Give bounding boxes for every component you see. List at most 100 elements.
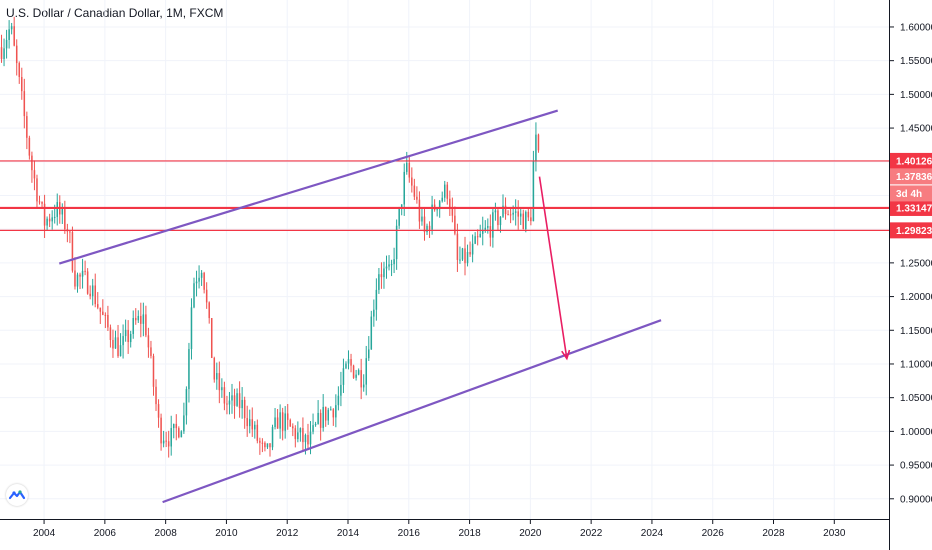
y-tick-label: 1.15000 bbox=[900, 326, 932, 337]
candle-body bbox=[81, 270, 84, 277]
candle-body bbox=[8, 29, 10, 40]
candle-body bbox=[251, 419, 254, 430]
candle-body bbox=[322, 406, 324, 428]
x-tick-label: 2028 bbox=[762, 528, 785, 539]
level-tag-bg bbox=[890, 199, 932, 216]
candle-body bbox=[254, 424, 256, 430]
chart-title: U.S. Dollar / Canadian Dollar, 1M, FXCM bbox=[6, 6, 224, 20]
level-tag-bg bbox=[890, 222, 932, 239]
candle-body bbox=[10, 26, 13, 30]
current-price-tag-bg bbox=[890, 168, 932, 185]
candle-body bbox=[33, 170, 36, 179]
candle-body bbox=[370, 316, 373, 350]
candle-body bbox=[312, 425, 314, 432]
candle-body bbox=[456, 233, 459, 260]
x-tick-label: 2006 bbox=[94, 528, 117, 539]
candle-body bbox=[23, 91, 26, 117]
candle-body bbox=[471, 243, 474, 255]
candle-body bbox=[302, 428, 304, 443]
candle-body bbox=[124, 329, 127, 337]
candle-body bbox=[248, 419, 251, 427]
y-tick-label: 1.10000 bbox=[900, 359, 932, 370]
candle-body bbox=[210, 318, 213, 358]
time-axis[interactable]: 2004 2006 2008 2010 2012 2014 2016 2018 2020 2022… bbox=[0, 519, 889, 539]
candle-body bbox=[474, 236, 476, 244]
candle-body bbox=[170, 428, 172, 447]
candle-body bbox=[84, 270, 86, 272]
candle-body bbox=[421, 216, 423, 222]
candle-body bbox=[228, 400, 231, 405]
candle-body bbox=[411, 177, 413, 186]
candle-body bbox=[406, 162, 408, 172]
x-tick-label: 2010 bbox=[215, 528, 238, 539]
candle-body bbox=[284, 413, 286, 431]
candle-body bbox=[413, 185, 416, 197]
candle-body bbox=[451, 208, 454, 216]
candle-body bbox=[195, 281, 198, 284]
candle-body bbox=[292, 426, 294, 429]
candle-body bbox=[428, 225, 431, 230]
candle-body bbox=[271, 427, 274, 448]
candle-body bbox=[205, 289, 208, 303]
candle-body bbox=[403, 171, 405, 205]
candle-body bbox=[514, 211, 517, 213]
candle-body bbox=[203, 272, 205, 290]
candle-body bbox=[188, 349, 190, 390]
x-tick-label: 2016 bbox=[398, 528, 421, 539]
candle-body bbox=[102, 311, 104, 315]
candle-body bbox=[142, 314, 145, 324]
candle-body bbox=[261, 442, 264, 444]
candle-body bbox=[107, 314, 109, 328]
candle-body bbox=[150, 347, 152, 356]
candle-body bbox=[507, 214, 509, 216]
candle-body bbox=[355, 374, 357, 378]
price-tags: 1.40126 1.33147 1.29823 1.37836 3d 4h bbox=[890, 152, 932, 239]
candle-body bbox=[304, 434, 307, 443]
candle-body bbox=[119, 345, 122, 357]
tradingview-logo-icon[interactable] bbox=[6, 484, 28, 506]
candle-body bbox=[519, 213, 522, 217]
candle-body bbox=[487, 226, 489, 228]
candle-body bbox=[208, 302, 210, 319]
candle-body bbox=[61, 208, 64, 215]
y-tick-label: 1.05000 bbox=[900, 393, 932, 404]
candle-body bbox=[337, 395, 340, 406]
candle-body bbox=[221, 387, 223, 391]
countdown-tag-bg bbox=[890, 185, 932, 202]
candle-body bbox=[393, 259, 395, 265]
level-tag-label: 1.29823 bbox=[896, 226, 932, 237]
candle-body bbox=[26, 116, 28, 138]
candle-body bbox=[380, 274, 383, 278]
candle-body bbox=[299, 428, 302, 433]
candle-body bbox=[147, 335, 150, 348]
candle-body bbox=[494, 210, 497, 213]
candle-body bbox=[178, 428, 180, 438]
candle-body bbox=[231, 395, 233, 401]
candle-body bbox=[512, 212, 514, 215]
candle-body bbox=[145, 314, 147, 336]
candle-body bbox=[373, 309, 375, 317]
candle-body bbox=[269, 443, 271, 448]
candle-body bbox=[426, 225, 428, 233]
candle-body bbox=[286, 413, 289, 420]
candle-body bbox=[484, 227, 487, 230]
candle-body bbox=[350, 359, 352, 366]
candle-body bbox=[200, 272, 203, 278]
grid bbox=[0, 0, 889, 519]
candle-body bbox=[400, 204, 403, 208]
price-axis[interactable]: 1.600001.550001.500001.450001.400001.350… bbox=[889, 0, 932, 550]
candle-body bbox=[218, 373, 221, 391]
candle-body bbox=[71, 232, 74, 271]
candle-body bbox=[522, 213, 525, 230]
candle-body bbox=[236, 393, 238, 406]
candle-body bbox=[157, 404, 160, 418]
candle-body bbox=[332, 409, 335, 418]
x-tick-label: 2008 bbox=[155, 528, 178, 539]
candle-body bbox=[378, 274, 380, 290]
x-tick-label: 2030 bbox=[823, 528, 846, 539]
candle-body bbox=[223, 387, 226, 404]
candle-body bbox=[416, 196, 418, 200]
candle-body bbox=[517, 211, 519, 217]
